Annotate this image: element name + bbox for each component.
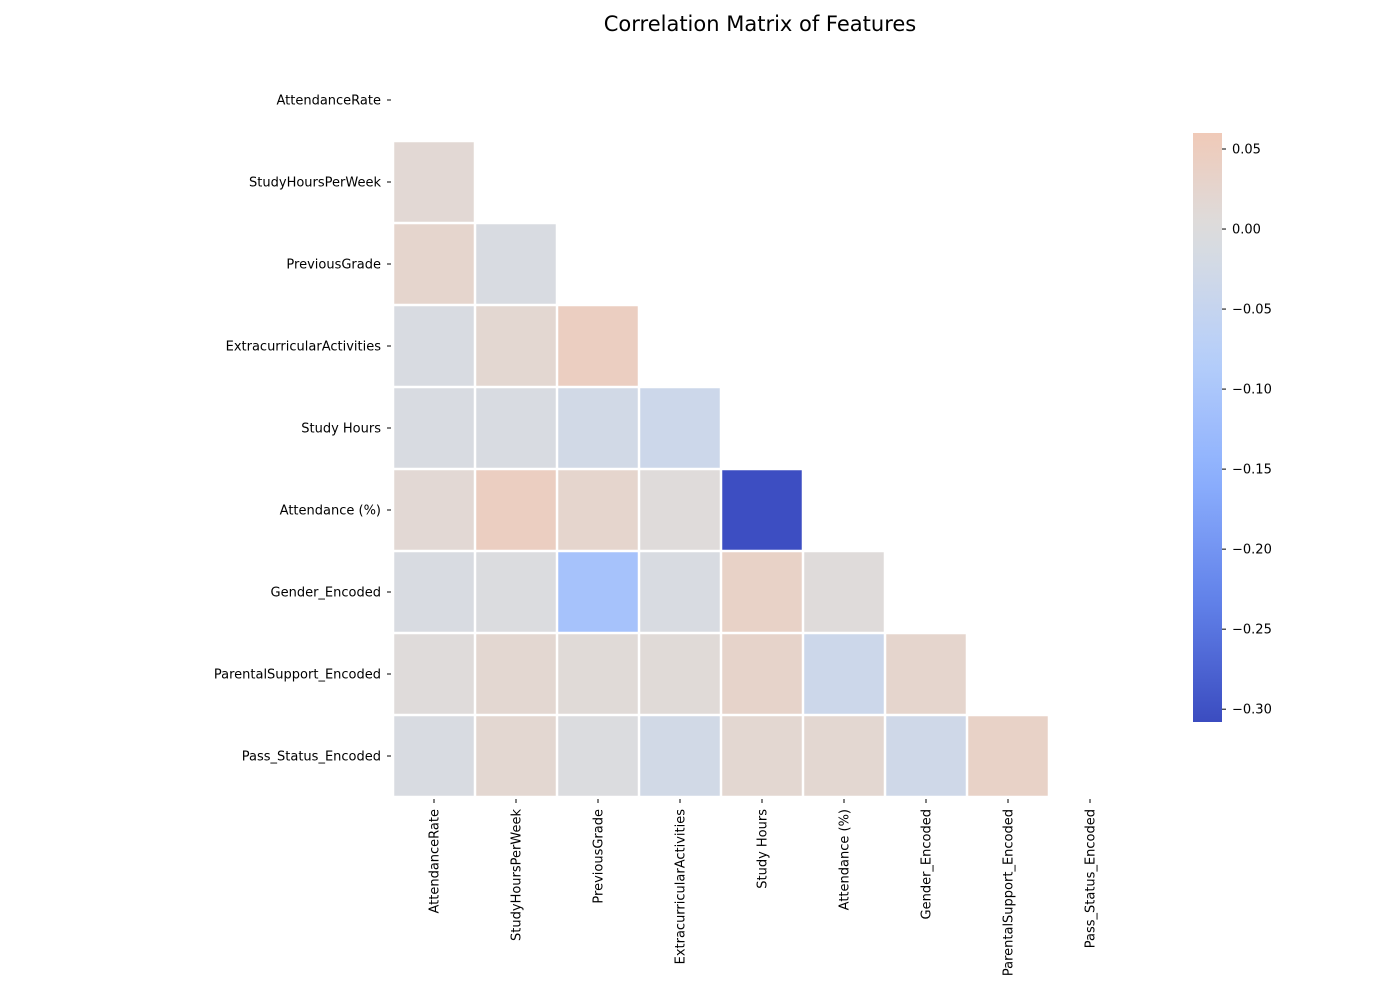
heatmap-cell [722,470,802,550]
heatmap-cell [394,716,474,796]
heatmap-cell [886,716,966,796]
y-tick-label: StudyHoursPerWeek [249,176,381,191]
heatmap-cell [968,716,1048,796]
x-tick-label: ExtracurricularActivities [674,809,689,965]
heatmap-cell [640,552,720,632]
heatmap-cell [476,224,556,304]
y-tick-label: Study Hours [301,422,381,437]
heatmap-cell [804,634,884,714]
heatmap-cell [394,306,474,386]
y-tick-label: Pass_Status_Encoded [242,750,381,765]
heatmap-cell [476,470,556,550]
heatmap-cell [394,142,474,222]
heatmap-cell [476,552,556,632]
heatmap-cell [558,470,638,550]
heatmap-cell [394,224,474,304]
heatmap-cell [886,634,966,714]
heatmap-cell [476,716,556,796]
heatmap-cell [558,552,638,632]
x-tick-label: AttendanceRate [428,809,443,914]
y-tick-label: PreviousGrade [286,258,381,273]
colorbar-gradient [1193,133,1222,722]
heatmap-cell [558,306,638,386]
colorbar-tick-label: −0.30 [1232,703,1272,718]
x-tick-label: StudyHoursPerWeek [510,809,525,941]
y-tick-label: Gender_Encoded [271,586,381,601]
colorbar: 0.05 0.00 −0.05 −0.10 −0.15 −0.20 −0.25 −0.30 [1193,133,1272,722]
heatmap-cell [722,634,802,714]
heatmap-cell [558,388,638,468]
x-tick-label: PreviousGrade [592,809,607,904]
colorbar-tick-label: 0.00 [1232,223,1261,238]
colorbar-tick-label: −0.05 [1232,303,1272,318]
heatmap-cell [804,716,884,796]
heatmap-cell [722,716,802,796]
x-tick-label: Study Hours [756,809,771,889]
x-tick-label: ParentalSupport_Encoded [1002,809,1017,976]
colorbar-tick-label: −0.15 [1232,463,1272,478]
heatmap-cell [640,470,720,550]
y-tick-label: ParentalSupport_Encoded [214,668,381,683]
y-tick-label: Attendance (%) [280,504,381,519]
heatmap-cell [558,634,638,714]
heatmap-cell [804,552,884,632]
y-tick-label: AttendanceRate [276,94,381,109]
chart-title: Correlation Matrix of Features [604,12,916,36]
heatmap-cell [394,634,474,714]
colorbar-tick-label: −0.10 [1232,383,1272,398]
heatmap-cell [476,634,556,714]
x-axis: AttendanceRate StudyHoursPerWeek PreviousG… [428,799,1099,976]
heatmap-cell [476,388,556,468]
heatmap-cells [394,142,1048,796]
colorbar-tick-label: −0.25 [1232,623,1272,638]
heatmap-cell [394,388,474,468]
x-tick-label: Gender_Encoded [920,809,935,919]
colorbar-tick-label: −0.20 [1232,543,1272,558]
y-tick-label: ExtracurricularActivities [226,340,382,355]
heatmap-cell [394,552,474,632]
heatmap-cell [722,552,802,632]
colorbar-tick-label: 0.05 [1232,143,1261,158]
heatmap-cell [640,388,720,468]
x-tick-label: Pass_Status_Encoded [1084,809,1099,948]
x-tick-label: Attendance (%) [838,809,853,910]
heatmap-cell [394,470,474,550]
heatmap-cell [558,716,638,796]
heatmap-cell [476,306,556,386]
heatmap-cell [640,634,720,714]
heatmap-cell [640,716,720,796]
y-axis: AttendanceRate StudyHoursPerWeek PreviousG… [214,94,391,765]
